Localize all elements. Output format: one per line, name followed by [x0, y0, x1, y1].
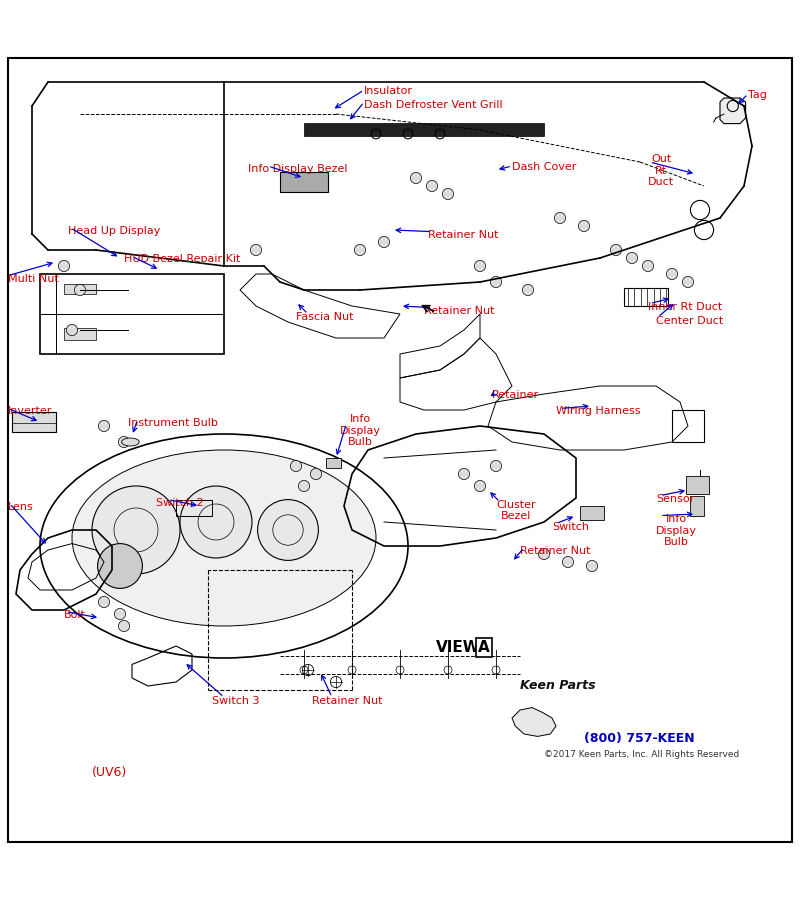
- Circle shape: [98, 597, 110, 608]
- Circle shape: [310, 468, 322, 480]
- Text: Multi Nut: Multi Nut: [8, 274, 58, 284]
- Text: Center Duct: Center Duct: [656, 316, 723, 326]
- Circle shape: [666, 268, 678, 280]
- Circle shape: [642, 260, 654, 272]
- Text: A: A: [478, 640, 490, 655]
- Text: VIEW: VIEW: [436, 640, 481, 655]
- Polygon shape: [720, 98, 746, 123]
- Bar: [624, 288, 668, 306]
- Circle shape: [682, 276, 694, 288]
- Text: Retainer Nut: Retainer Nut: [424, 306, 494, 316]
- Circle shape: [578, 220, 590, 231]
- Bar: [672, 410, 704, 442]
- Polygon shape: [512, 707, 556, 736]
- Circle shape: [114, 608, 126, 619]
- Bar: [686, 476, 709, 494]
- Circle shape: [290, 461, 302, 472]
- Circle shape: [490, 461, 502, 472]
- Circle shape: [426, 180, 438, 192]
- Circle shape: [554, 212, 566, 223]
- Circle shape: [118, 620, 130, 632]
- Text: Dash Defroster Vent Grill: Dash Defroster Vent Grill: [364, 100, 502, 110]
- Circle shape: [626, 252, 638, 264]
- Bar: [64, 328, 96, 340]
- Text: Head Up Display: Head Up Display: [68, 226, 160, 236]
- Circle shape: [522, 284, 534, 295]
- Circle shape: [118, 436, 130, 447]
- Circle shape: [442, 188, 454, 200]
- Circle shape: [258, 500, 318, 561]
- Text: Wiring Harness: Wiring Harness: [556, 406, 641, 416]
- Circle shape: [610, 245, 622, 256]
- Circle shape: [74, 284, 86, 295]
- Text: Inverter: Inverter: [8, 406, 52, 416]
- Text: Info
Display
Bulb: Info Display Bulb: [340, 414, 381, 447]
- Text: Switch: Switch: [552, 522, 589, 532]
- Text: Lens: Lens: [8, 502, 34, 512]
- Circle shape: [378, 237, 390, 248]
- Circle shape: [562, 556, 574, 568]
- Text: Switch 3: Switch 3: [212, 696, 259, 706]
- Bar: [280, 173, 328, 193]
- Text: Retainer Nut: Retainer Nut: [520, 546, 590, 556]
- Bar: [176, 500, 212, 516]
- Bar: [580, 506, 604, 520]
- Circle shape: [474, 481, 486, 491]
- Text: Retainer Nut: Retainer Nut: [312, 696, 382, 706]
- Text: Dash Cover: Dash Cover: [512, 162, 576, 172]
- Text: Info
Display
Bulb: Info Display Bulb: [656, 514, 697, 547]
- Circle shape: [180, 486, 252, 558]
- Text: Retainer Nut: Retainer Nut: [428, 230, 498, 240]
- Bar: [690, 496, 704, 516]
- Text: Switch 2: Switch 2: [156, 498, 204, 508]
- Circle shape: [298, 481, 310, 491]
- Circle shape: [66, 324, 78, 336]
- Text: Cluster
Bezel: Cluster Bezel: [496, 500, 536, 521]
- Text: (UV6): (UV6): [92, 766, 127, 779]
- Text: HUD Bezel Repair Kit: HUD Bezel Repair Kit: [124, 254, 240, 264]
- Circle shape: [586, 561, 598, 572]
- Ellipse shape: [122, 438, 139, 446]
- Bar: [326, 458, 341, 468]
- Text: Inner Rt Duct: Inner Rt Duct: [648, 302, 722, 312]
- Circle shape: [490, 276, 502, 288]
- Bar: [64, 284, 96, 294]
- Circle shape: [98, 420, 110, 432]
- Circle shape: [410, 173, 422, 184]
- Circle shape: [98, 544, 142, 589]
- Circle shape: [354, 245, 366, 256]
- Circle shape: [458, 468, 470, 480]
- Text: Sensor: Sensor: [656, 494, 694, 504]
- Text: Out
Rt
Duct: Out Rt Duct: [648, 154, 674, 187]
- Text: Retainer: Retainer: [492, 390, 539, 400]
- Circle shape: [58, 260, 70, 272]
- Text: Keen Parts: Keen Parts: [520, 679, 596, 691]
- Text: Info Display Bezel: Info Display Bezel: [248, 164, 347, 174]
- Text: Fascia Nut: Fascia Nut: [296, 312, 354, 322]
- Bar: [304, 122, 544, 136]
- Text: Tag: Tag: [748, 90, 767, 100]
- Text: ©2017 Keen Parts, Inc. All Rights Reserved: ©2017 Keen Parts, Inc. All Rights Reserv…: [544, 750, 739, 759]
- Text: Instrument Bulb: Instrument Bulb: [128, 418, 218, 428]
- Text: (800) 757-KEEN: (800) 757-KEEN: [584, 732, 694, 744]
- Ellipse shape: [72, 450, 376, 626]
- Circle shape: [92, 486, 180, 574]
- Circle shape: [474, 260, 486, 272]
- Bar: [12, 412, 56, 432]
- Text: Bolt: Bolt: [64, 610, 86, 620]
- Text: Insulator: Insulator: [364, 86, 413, 96]
- Circle shape: [250, 245, 262, 256]
- Circle shape: [538, 548, 550, 560]
